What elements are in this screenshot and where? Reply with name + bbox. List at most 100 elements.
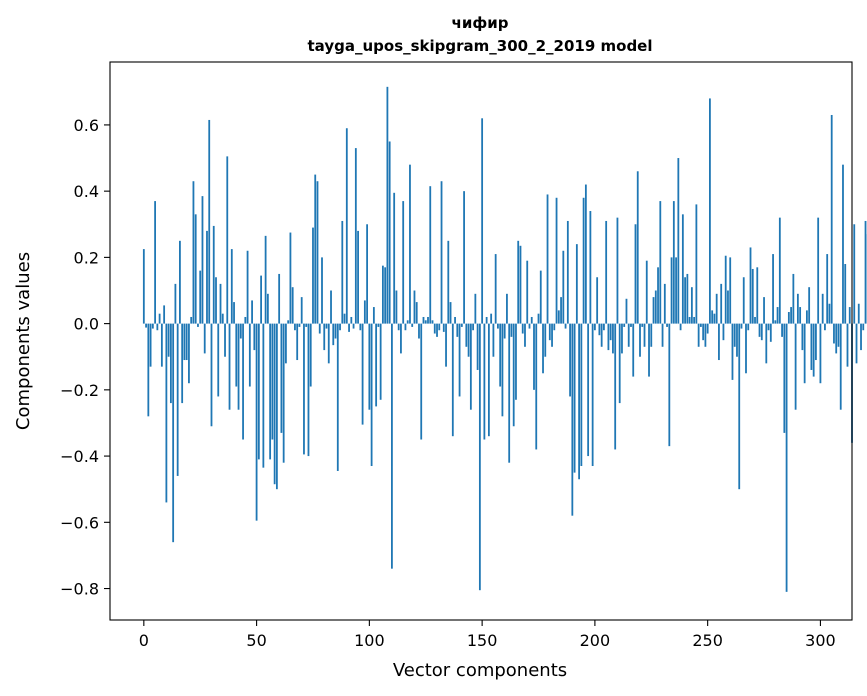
bar: [819, 323, 822, 384]
bar: [652, 297, 655, 324]
bar: [307, 323, 310, 457]
bar: [668, 323, 671, 447]
bar: [794, 323, 797, 410]
bar: [325, 323, 328, 329]
bar: [591, 323, 594, 467]
bar: [352, 323, 355, 329]
bar: [715, 293, 718, 324]
bar: [530, 316, 533, 324]
bar: [158, 313, 161, 324]
bar: [821, 293, 824, 324]
bar: [483, 323, 486, 440]
bar: [433, 323, 436, 334]
bar: [605, 220, 608, 324]
bar: [334, 323, 337, 339]
bar: [508, 323, 511, 463]
bar: [451, 323, 454, 437]
bar: [501, 323, 504, 417]
bar: [790, 307, 792, 324]
bar: [262, 323, 265, 468]
bar: [219, 283, 222, 324]
bar: [160, 323, 163, 367]
y-tick-label: −0.2: [60, 381, 99, 400]
bar: [842, 164, 844, 324]
bar: [593, 323, 596, 331]
bar: [659, 201, 662, 324]
bar: [487, 323, 490, 437]
bar: [643, 323, 646, 347]
bar: [812, 323, 815, 377]
bar: [456, 323, 459, 337]
bar: [442, 323, 445, 332]
y-tick-label: 0.0: [74, 315, 99, 334]
bar: [575, 244, 578, 324]
bar: [670, 257, 673, 324]
bar: [584, 184, 587, 324]
bar: [609, 323, 612, 341]
bar: [785, 323, 788, 592]
bar: [312, 227, 314, 324]
bar: [621, 323, 623, 354]
bar: [465, 323, 468, 347]
bar: [343, 313, 346, 324]
y-tick-label: 0.6: [74, 116, 99, 135]
bar: [163, 305, 166, 324]
bar: [289, 232, 292, 324]
bar: [512, 323, 515, 427]
bar: [188, 323, 190, 384]
bar: [560, 297, 562, 324]
bar: [551, 323, 553, 347]
bar: [616, 217, 619, 324]
bar: [391, 323, 393, 569]
plot-frame: [109, 61, 853, 621]
bar: [630, 323, 632, 327]
bar: [147, 323, 150, 417]
bar: [690, 287, 693, 324]
bar: [666, 323, 668, 327]
bar: [763, 297, 765, 324]
x-tick-label: 100: [354, 631, 385, 650]
y-tick-label: 0.2: [74, 248, 99, 267]
bar: [208, 119, 211, 324]
bar: [280, 323, 283, 433]
bar: [445, 323, 447, 367]
bar: [618, 323, 621, 404]
bar: [801, 323, 804, 351]
bar: [535, 323, 538, 450]
bar: [533, 323, 535, 390]
bar: [431, 320, 434, 324]
bar: [742, 277, 745, 324]
bar: [203, 323, 206, 354]
bar: [142, 249, 145, 324]
bar: [808, 287, 811, 324]
bar: [257, 323, 260, 460]
bar: [350, 316, 353, 324]
bar: [402, 201, 405, 324]
bar: [357, 230, 359, 324]
bar: [478, 323, 481, 591]
bar: [641, 323, 644, 327]
bar: [363, 300, 366, 324]
bar: [440, 181, 443, 324]
bar: [492, 323, 495, 357]
bar: [388, 141, 391, 324]
bar: [860, 323, 862, 351]
bar: [348, 323, 350, 332]
bar: [197, 323, 199, 327]
bar: [526, 260, 529, 324]
bar: [393, 192, 396, 324]
bar: [517, 240, 520, 324]
bar: [354, 148, 357, 324]
bar: [467, 323, 470, 357]
bar: [239, 323, 242, 339]
bar: [839, 323, 842, 410]
bar: [632, 323, 635, 377]
bar: [587, 323, 590, 457]
bar: [149, 323, 152, 367]
bar: [833, 323, 835, 344]
bar: [657, 267, 659, 324]
bar: [395, 290, 398, 324]
bar: [269, 323, 272, 460]
bar: [636, 171, 639, 324]
bar: [796, 293, 799, 324]
